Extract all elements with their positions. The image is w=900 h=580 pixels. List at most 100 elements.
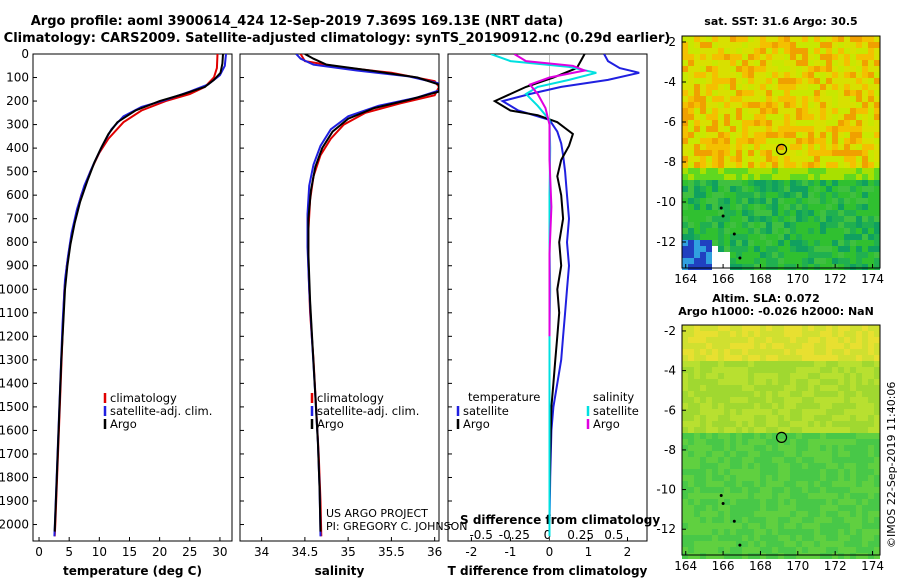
- sst-map-cell: [766, 108, 772, 114]
- sla-map-cell: [814, 517, 820, 523]
- sla-map-cell: [784, 397, 790, 403]
- sla-map-cell: [868, 385, 874, 391]
- sla-map-cell: [838, 397, 844, 403]
- sla-map-cell: [868, 397, 874, 403]
- sst-map-cell: [844, 192, 850, 198]
- sst-map-cell: [796, 216, 802, 222]
- sst-map-cell: [736, 66, 742, 72]
- sla-map-cell: [712, 463, 718, 469]
- sla-map-cell: [838, 415, 844, 421]
- sla-map-cell: [790, 391, 796, 397]
- sst-map-cell: [784, 102, 790, 108]
- sla-map-cell: [844, 439, 850, 445]
- sla-map-cell: [850, 469, 856, 475]
- sst-map-cell: [850, 174, 856, 180]
- sla-map-cell: [682, 331, 688, 337]
- sst-map-cell: [814, 120, 820, 126]
- sla-map-cell: [712, 355, 718, 361]
- sst-map-cell: [748, 264, 754, 270]
- sst-map-cell: [850, 156, 856, 162]
- sst-map-cell: [862, 120, 868, 126]
- sla-map-cell: [838, 349, 844, 355]
- sst-map-cell: [700, 234, 706, 240]
- sla-map-cell: [724, 439, 730, 445]
- sst-map-cell: [802, 210, 808, 216]
- sla-map-cell: [826, 523, 832, 529]
- sst-map-cell: [694, 240, 700, 246]
- sst-map-cell: [868, 90, 874, 96]
- sla-map-cell: [814, 349, 820, 355]
- sst-map-cell: [802, 186, 808, 192]
- sla-map-cell: [802, 493, 808, 499]
- sla-map-cell: [724, 355, 730, 361]
- sst-map-cell: [694, 102, 700, 108]
- sla-map-cell: [790, 535, 796, 541]
- sst-map-cell: [712, 48, 718, 54]
- sst-map-cell: [682, 144, 688, 150]
- sla-map-cell: [820, 475, 826, 481]
- sst-map-cell: [784, 144, 790, 150]
- sla-map-cell: [778, 517, 784, 523]
- sst-map-cell: [736, 246, 742, 252]
- sst-map-cell: [748, 120, 754, 126]
- sst-map-cell: [868, 198, 874, 204]
- sla-map-ytick-label: -6: [664, 403, 676, 417]
- sla-map-cell: [862, 373, 868, 379]
- sla-map-cell: [790, 481, 796, 487]
- sla-map-cell: [736, 511, 742, 517]
- sla-map-cell: [694, 445, 700, 451]
- sla-map-cell: [748, 553, 754, 559]
- sla-map-cell: [742, 469, 748, 475]
- sst-map-cell: [700, 144, 706, 150]
- sla-map-cell: [700, 439, 706, 445]
- sst-map-cell: [706, 138, 712, 144]
- sst-map-cell: [700, 120, 706, 126]
- pressure-tick-label: 800: [6, 235, 29, 249]
- sla-map-cell: [772, 481, 778, 487]
- sla-map-cell: [874, 469, 880, 475]
- sst-map-cell: [796, 264, 802, 270]
- sla-map-cell: [682, 409, 688, 415]
- sst-map-cell: [814, 60, 820, 66]
- sla-map-cell: [868, 433, 874, 439]
- sla-map-cell: [850, 325, 856, 331]
- sla-map-cell: [784, 373, 790, 379]
- sst-map-cell: [856, 258, 862, 264]
- sst-map-ytick-label: -12: [656, 235, 676, 249]
- sst-map-cell: [868, 168, 874, 174]
- sst-map-cell: [760, 240, 766, 246]
- sla-map-cell: [808, 379, 814, 385]
- sst-map-cell: [736, 78, 742, 84]
- sla-map-cell: [832, 409, 838, 415]
- sst-map-cell: [724, 258, 730, 264]
- sst-map-cell: [724, 132, 730, 138]
- sla-map-cell: [742, 373, 748, 379]
- sla-map-cell: [832, 541, 838, 547]
- sst-map-cell: [826, 168, 832, 174]
- sla-map-cell: [790, 529, 796, 535]
- sst-map-cell: [766, 210, 772, 216]
- sst-map-cell: [736, 84, 742, 90]
- sst-map-cell: [778, 102, 784, 108]
- sst-map-cell: [868, 180, 874, 186]
- sst-map-cell: [754, 54, 760, 60]
- sla-map-cell: [760, 355, 766, 361]
- sla-map-cell: [748, 541, 754, 547]
- sla-map-cell: [766, 451, 772, 457]
- sla-map-cell: [742, 529, 748, 535]
- sla-map-cell: [832, 535, 838, 541]
- sla-map-cell: [796, 493, 802, 499]
- sla-map-cell: [778, 325, 784, 331]
- sst-map-cell: [766, 42, 772, 48]
- sla-map-cell: [856, 325, 862, 331]
- sst-map-cell: [784, 246, 790, 252]
- sst-map-cell: [718, 258, 724, 264]
- sla-map-cell: [754, 367, 760, 373]
- sst-map-cell: [754, 132, 760, 138]
- sst-map-cell: [766, 216, 772, 222]
- sst-map-cell: [790, 78, 796, 84]
- sst-map-cell: [760, 228, 766, 234]
- sst-map-cell: [730, 42, 736, 48]
- sla-map-cell: [760, 463, 766, 469]
